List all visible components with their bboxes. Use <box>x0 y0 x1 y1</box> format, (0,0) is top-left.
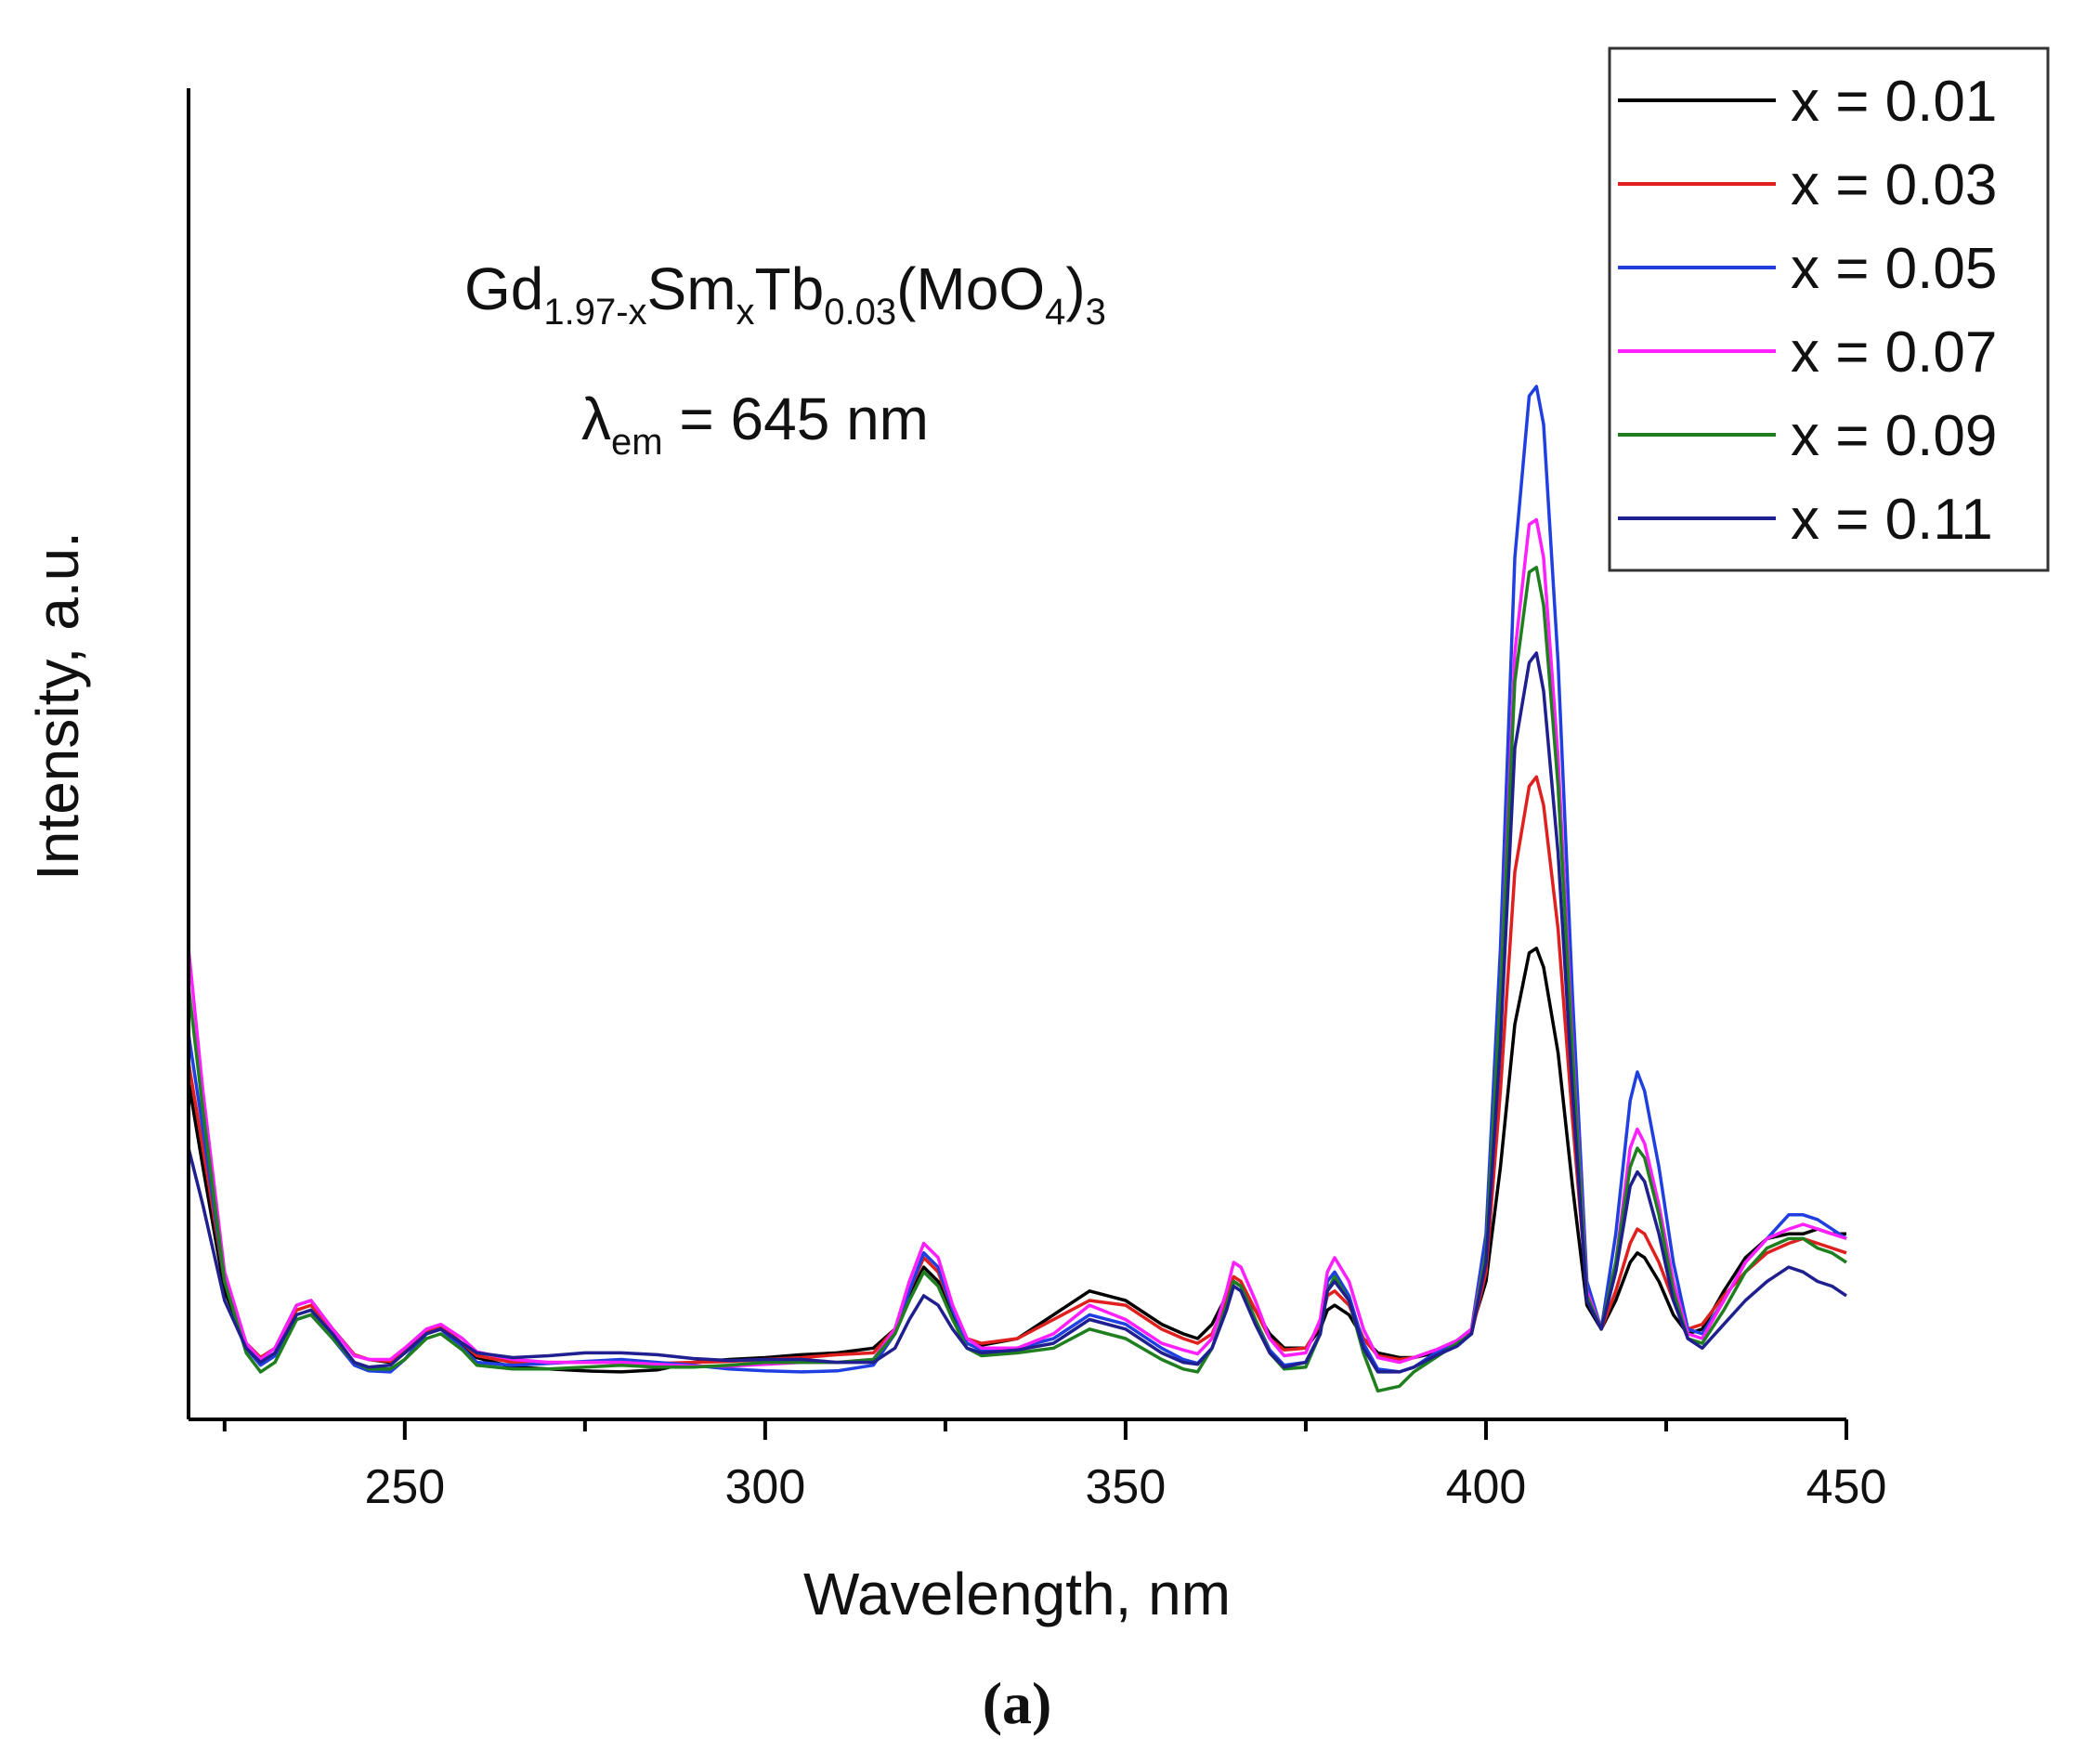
y-axis-title: Intensity, a.u. <box>24 531 91 881</box>
lambda-annotation: λem = 645 nm <box>581 385 929 463</box>
x-tick-label-300: 300 <box>724 1460 805 1514</box>
panel-label-letter: a <box>1002 1670 1032 1736</box>
series-line-5 <box>187 566 1847 1393</box>
lambda-symbol: λ <box>581 385 611 452</box>
formula-sub-1: 1.97-x <box>543 292 646 333</box>
series-line-6 <box>187 651 1847 1374</box>
formula-base-4: (MoO <box>896 255 1045 322</box>
panel-label-open: ( <box>983 1670 1002 1736</box>
series-line-2 <box>187 775 1847 1365</box>
series-line-3 <box>187 385 1847 1374</box>
x-tick-label-400: 400 <box>1446 1460 1527 1514</box>
formula-annotation: Gd1.97-xSmxTb0.03(MoO4)3 <box>464 255 1106 333</box>
series-line-4 <box>187 517 1847 1368</box>
formula-base-2: Sm <box>647 255 737 322</box>
panel-label-close: ) <box>1032 1670 1051 1736</box>
legend-label-6: x = 0.11 <box>1791 488 1993 552</box>
panel-label: (a) <box>983 1670 1052 1736</box>
formula-sub-4: 4 <box>1045 292 1065 333</box>
lambda-rest: = 645 nm <box>663 385 929 452</box>
legend-items: x = 0.01 x = 0.03 x = 0.05 x = 0.07 x = 0.09… <box>1618 70 1997 552</box>
x-tick-label-450: 450 <box>1806 1460 1887 1514</box>
x-ticks: 250 300 350 400 450 <box>222 1419 1887 1514</box>
legend-label-3: x = 0.05 <box>1791 237 1997 301</box>
legend: x = 0.01 x = 0.03 x = 0.05 x = 0.07 x = 0.09… <box>1608 46 2050 572</box>
formula-base-5: ) <box>1065 255 1085 322</box>
formula-base-1: Gd <box>464 255 543 322</box>
legend-box <box>1608 46 2050 572</box>
formula-sub-2: x <box>737 292 755 333</box>
legend-label-5: x = 0.09 <box>1791 404 1997 468</box>
formula-sub-3: 0.03 <box>824 292 896 333</box>
series-line-1 <box>187 947 1846 1374</box>
legend-label-1: x = 0.01 <box>1791 70 1997 134</box>
formula-base-3: Tb <box>755 255 825 322</box>
legend-label-2: x = 0.03 <box>1791 153 1997 217</box>
lambda-sub: em <box>611 422 663 463</box>
legend-label-4: x = 0.07 <box>1791 320 1997 385</box>
x-axis-title: Wavelength, nm <box>803 1561 1231 1627</box>
x-tick-label-350: 350 <box>1086 1460 1167 1514</box>
x-tick-label-250: 250 <box>364 1460 445 1514</box>
formula-sub-5: 3 <box>1086 292 1106 333</box>
series-layer <box>187 385 1847 1393</box>
